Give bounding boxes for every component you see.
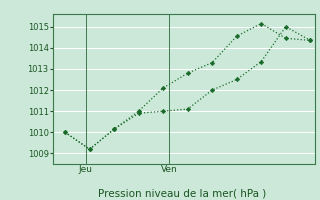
Text: Pression niveau de la mer( hPa ): Pression niveau de la mer( hPa ) — [98, 188, 267, 198]
